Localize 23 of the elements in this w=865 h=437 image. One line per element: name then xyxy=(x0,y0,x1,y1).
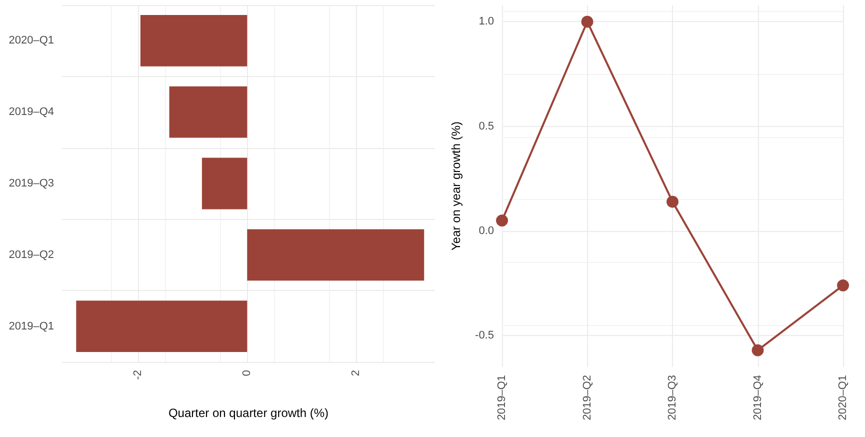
x-tick-label: 2019–Q3 xyxy=(666,375,678,420)
x-tick-label: 2019–Q2 xyxy=(581,375,594,420)
x-axis-title: Quarter on quarter growth (%) xyxy=(168,406,329,420)
y-tick-label: 1.0 xyxy=(478,16,494,28)
point xyxy=(496,214,508,227)
point xyxy=(837,279,849,292)
y-axis-title: Year on year growth (%) xyxy=(449,122,463,250)
point xyxy=(666,196,678,208)
y-tick-label: 2020–Q1 xyxy=(8,34,54,47)
x-tick-label: -2 xyxy=(132,370,144,380)
y-tick-label: 2019–Q1 xyxy=(8,320,54,332)
y-tick-label: 2019–Q3 xyxy=(8,178,54,190)
y-tick-label: 0.5 xyxy=(478,120,494,132)
y-tick-label: 0.0 xyxy=(478,224,494,237)
y-tick-label: -0.5 xyxy=(475,330,494,342)
y-tick-label: 2019–Q4 xyxy=(8,106,54,118)
point xyxy=(581,16,594,28)
x-tick-label: 0 xyxy=(241,370,254,376)
x-tick-label: 2 xyxy=(350,370,362,376)
x-tick-label: 2019–Q4 xyxy=(752,375,764,420)
x-tick-label: 2020–Q1 xyxy=(837,375,849,420)
y-tick-label: 2019–Q2 xyxy=(8,248,54,261)
point xyxy=(752,344,764,356)
